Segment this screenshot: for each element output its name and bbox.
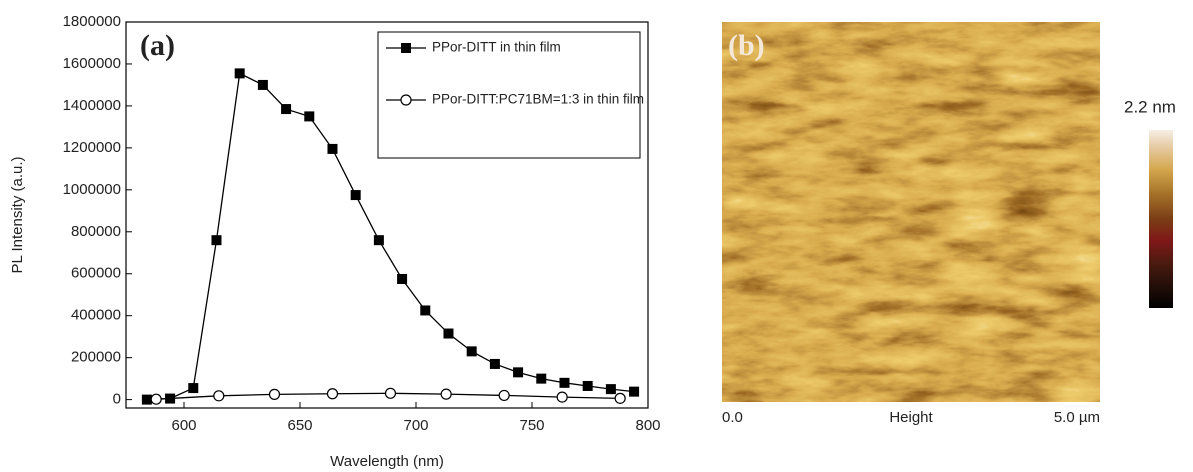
series-line bbox=[146, 72, 635, 401]
marker bbox=[498, 389, 510, 402]
x-axis-label: Wavelength (nm) bbox=[330, 453, 444, 470]
marker bbox=[257, 79, 268, 90]
marker bbox=[466, 346, 477, 357]
legend-label: PPor-DITT in thin film bbox=[432, 40, 561, 55]
y-tick-label: 1800000 bbox=[63, 13, 121, 30]
y-tick-label: 1000000 bbox=[63, 181, 121, 198]
panel-label: (b) bbox=[728, 29, 765, 62]
marker bbox=[489, 358, 500, 369]
marker bbox=[556, 391, 568, 403]
scale-caption: Height bbox=[889, 409, 933, 426]
marker bbox=[141, 394, 152, 405]
legend-marker bbox=[401, 43, 411, 53]
marker bbox=[384, 387, 397, 399]
y-tick-label: 1200000 bbox=[63, 139, 121, 156]
marker bbox=[559, 377, 570, 388]
plot-frame bbox=[125, 21, 649, 409]
marker bbox=[350, 190, 361, 201]
panel-label: (a) bbox=[140, 29, 175, 62]
y-tick-label: 1400000 bbox=[63, 97, 121, 114]
marker bbox=[268, 388, 281, 400]
scale-start: 0.0 bbox=[722, 409, 743, 426]
marker bbox=[234, 68, 245, 79]
x-tick-label: 700 bbox=[403, 417, 428, 434]
marker bbox=[327, 143, 338, 154]
marker bbox=[188, 383, 199, 394]
marker bbox=[605, 384, 616, 395]
afm-image bbox=[722, 22, 1100, 402]
legend-label: PPor-DITT:PC71BM=1:3 in thin film bbox=[432, 92, 644, 107]
panel-b: (b) 0.0 Height 5.0 µm 2.2 nm bbox=[722, 22, 1176, 426]
legend-box bbox=[377, 31, 641, 159]
marker bbox=[373, 235, 384, 246]
x-tick-label: 600 bbox=[171, 417, 196, 434]
marker bbox=[440, 388, 452, 400]
panel-a: (a) Wavelength (nm) PL Intensity (a.u.) … bbox=[9, 13, 661, 470]
y-axis-label: PL Intensity (a.u.) bbox=[9, 156, 26, 273]
y-tick-label: 800000 bbox=[71, 223, 121, 240]
marker bbox=[281, 104, 292, 115]
marker bbox=[211, 235, 222, 246]
marker bbox=[443, 328, 454, 339]
marker bbox=[397, 273, 408, 284]
marker bbox=[150, 393, 162, 405]
y-tick-label: 200000 bbox=[71, 349, 121, 366]
marker bbox=[582, 380, 593, 391]
x-tick-label: 750 bbox=[519, 417, 544, 434]
color-scale-label: 2.2 nm bbox=[1124, 97, 1176, 116]
scale-end: 5.0 µm bbox=[1054, 409, 1100, 426]
marker bbox=[629, 386, 640, 397]
y-tick-label: 600000 bbox=[71, 265, 121, 282]
marker bbox=[213, 390, 225, 402]
y-tick-label: 1600000 bbox=[63, 55, 121, 72]
marker bbox=[536, 373, 547, 384]
x-tick-label: 800 bbox=[635, 417, 660, 434]
x-tick-label: 650 bbox=[287, 417, 312, 434]
marker bbox=[420, 305, 431, 316]
marker bbox=[304, 111, 315, 122]
marker bbox=[513, 367, 524, 378]
y-tick-label: 400000 bbox=[71, 307, 121, 324]
marker bbox=[326, 388, 339, 400]
marker bbox=[614, 392, 626, 404]
color-bar bbox=[1149, 130, 1173, 308]
y-tick-label: 0 bbox=[113, 391, 121, 408]
legend-marker bbox=[400, 94, 412, 106]
